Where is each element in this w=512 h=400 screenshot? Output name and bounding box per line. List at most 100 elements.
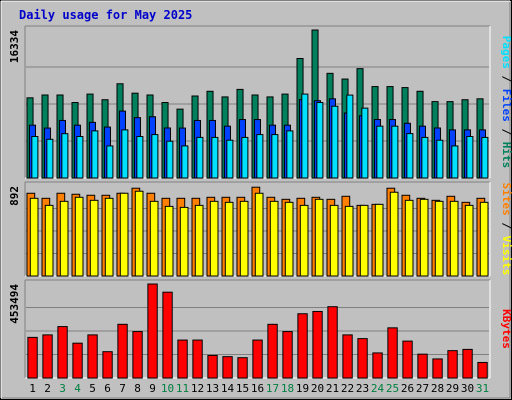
bar-kbytes-day-21 [327, 306, 338, 379]
bar-visits-day-18 [284, 201, 294, 277]
bar-kbytes-day-8 [132, 331, 143, 379]
day-label-21: 21 [326, 382, 339, 395]
bar-visits-day-21 [329, 204, 339, 277]
bar-visits-day-5 [89, 199, 99, 277]
bar-kbytes-day-18 [282, 331, 293, 379]
bar-visits-day-2 [44, 204, 54, 277]
bar-kbytes-day-2 [42, 334, 53, 379]
bar-visits-day-27 [419, 198, 429, 277]
x-axis-day-labels: 1 2 3 4 5 6 7 8 9 10 11 12 13 14 15 16 17 18 19 20 21 22 23 24 2… [29, 382, 489, 395]
side-legend-kbytes: KBytes [500, 309, 512, 349]
bar-visits-day-6 [104, 197, 114, 277]
day-label-16: 16 [251, 382, 264, 395]
bar-visits-day-16 [254, 192, 264, 277]
day-label-5: 5 [89, 382, 96, 395]
bar-visits-day-24 [374, 203, 384, 277]
y-max-label-usage: 16334 [8, 30, 21, 63]
bar-pages-day-12 [196, 136, 204, 179]
legend-sites: Sites [500, 183, 512, 216]
day-label-4: 4 [74, 382, 81, 395]
day-label-25: 25 [386, 382, 399, 395]
day-label-6: 6 [104, 382, 111, 395]
bar-pages-day-15 [241, 136, 249, 179]
bar-visits-day-20 [314, 198, 324, 277]
day-label-17: 17 [266, 382, 279, 395]
bar-visits-day-29 [449, 200, 459, 277]
bar-kbytes-day-20 [312, 310, 323, 379]
bar-kbytes-day-27 [417, 353, 428, 379]
bar-pages-day-9 [151, 134, 159, 179]
bar-visits-day-15 [239, 200, 249, 277]
day-label-12: 12 [191, 382, 204, 395]
day-label-29: 29 [446, 382, 459, 395]
bar-kbytes-day-23 [357, 338, 368, 379]
day-label-8: 8 [134, 382, 141, 395]
bar-kbytes-day-29 [447, 350, 458, 379]
bar-pages-day-20 [316, 102, 324, 179]
day-label-11: 11 [176, 382, 189, 395]
legend-kbytes: KBytes [500, 309, 512, 349]
side-legend-usage: Pages / Files / Hits [500, 36, 512, 169]
bar-kbytes-day-31 [477, 361, 488, 379]
bar-visits-day-14 [224, 201, 234, 277]
legend-files: Files [500, 89, 512, 122]
legend-visits: Visits [500, 236, 512, 276]
bar-kbytes-day-7 [117, 323, 128, 379]
bar-pages-day-29 [451, 145, 459, 179]
bar-pages-day-21 [331, 105, 339, 179]
bar-kbytes-day-4 [72, 342, 83, 379]
bar-visits-day-19 [299, 204, 309, 277]
bar-kbytes-day-28 [432, 358, 443, 379]
bar-pages-day-13 [211, 136, 219, 179]
bar-visits-day-9 [149, 200, 159, 277]
bar-pages-day-26 [406, 133, 414, 179]
bar-kbytes-day-16 [252, 339, 263, 379]
bar-pages-day-5 [91, 130, 99, 179]
bar-pages-day-14 [226, 139, 234, 179]
bar-kbytes-day-6 [102, 351, 113, 379]
bar-kbytes-day-9 [147, 283, 158, 379]
bar-kbytes-day-13 [207, 354, 218, 379]
bar-visits-day-22 [344, 205, 354, 277]
bar-visits-day-17 [269, 200, 279, 277]
bar-visits-day-10 [164, 205, 174, 277]
day-label-14: 14 [221, 382, 235, 395]
bar-pages-day-16 [256, 134, 264, 179]
panel-kbytes: 453494 KBytes [8, 279, 512, 379]
bar-visits-day-12 [194, 204, 204, 277]
bar-visits-day-31 [479, 201, 489, 277]
day-label-13: 13 [206, 382, 219, 395]
day-label-10: 10 [161, 382, 174, 395]
bar-kbytes-day-5 [87, 334, 98, 379]
bar-visits-day-30 [464, 204, 474, 277]
bar-visits-day-28 [434, 200, 444, 277]
legend-pages: Pages [500, 36, 512, 69]
bar-pages-day-7 [121, 129, 129, 179]
bar-visits-day-3 [59, 200, 69, 277]
day-label-9: 9 [149, 382, 156, 395]
bar-kbytes-day-11 [177, 339, 188, 379]
bar-visits-day-11 [179, 206, 189, 277]
bar-pages-day-1 [31, 136, 39, 179]
y-max-label-visits: 892 [8, 186, 21, 206]
bar-pages-day-8 [136, 136, 144, 179]
bar-kbytes-day-12 [192, 339, 203, 379]
bar-pages-day-3 [61, 133, 69, 179]
day-label-20: 20 [311, 382, 324, 395]
bar-visits-day-7 [119, 192, 129, 277]
bar-kbytes-day-22 [342, 334, 353, 379]
day-label-26: 26 [401, 382, 414, 395]
bar-kbytes-day-1 [27, 336, 38, 379]
legend--: / [500, 216, 512, 236]
panel-visits: 892 Sites / Visits [8, 181, 512, 277]
day-label-28: 28 [431, 382, 444, 395]
day-label-30: 30 [461, 382, 474, 395]
bar-kbytes-day-26 [402, 340, 413, 379]
bar-pages-day-4 [76, 136, 84, 179]
bar-kbytes-day-14 [222, 356, 233, 379]
day-label-24: 24 [371, 382, 385, 395]
bar-kbytes-day-30 [462, 348, 473, 379]
bar-pages-day-28 [436, 139, 444, 179]
bar-pages-day-27 [421, 136, 429, 179]
bar-kbytes-day-3 [57, 326, 68, 379]
